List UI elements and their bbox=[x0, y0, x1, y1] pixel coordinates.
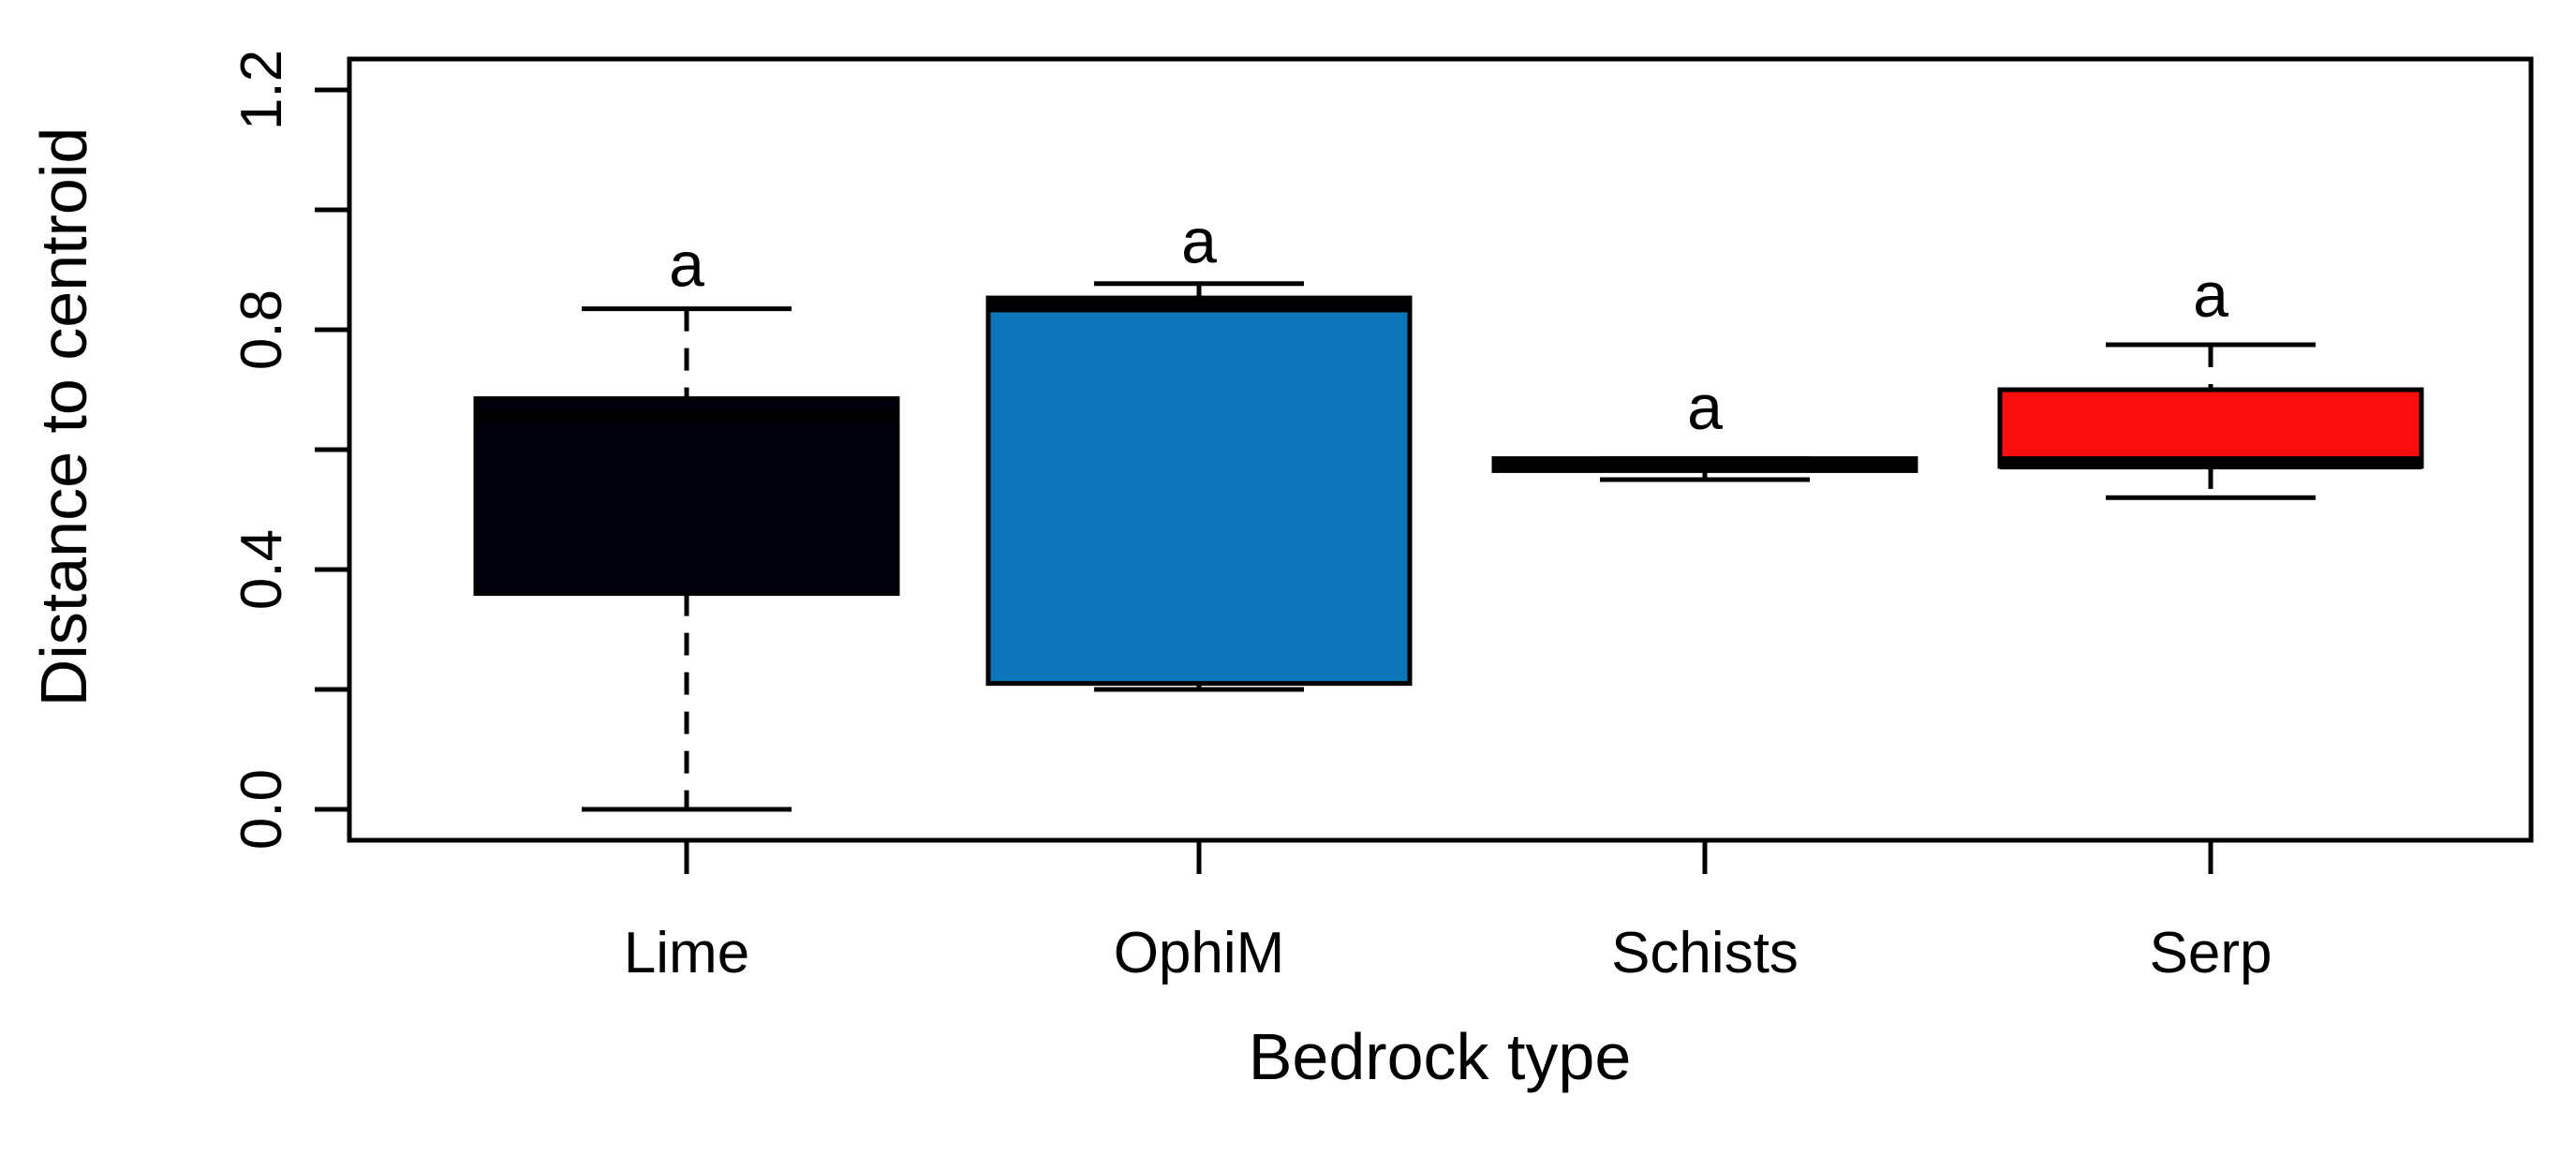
iqr-box bbox=[473, 396, 900, 597]
median-line bbox=[988, 299, 1410, 313]
median-line bbox=[476, 409, 897, 423]
significance-letter: a bbox=[1687, 372, 1723, 443]
category-label: OphiM bbox=[1114, 921, 1285, 985]
category-label: Serp bbox=[2150, 921, 2273, 985]
y-tick-label: 0.0 bbox=[229, 769, 294, 850]
median-line bbox=[1494, 458, 1916, 472]
box-group-lime: a bbox=[473, 229, 900, 812]
median-line bbox=[2000, 456, 2421, 470]
significance-letter: a bbox=[669, 229, 704, 300]
y-tick-label: 0.4 bbox=[229, 529, 294, 610]
y-tick-label: 1.2 bbox=[229, 50, 294, 130]
category-label: Lime bbox=[624, 921, 749, 985]
y-axis-title: Distance to centroid bbox=[27, 127, 100, 707]
box-group-serp: a bbox=[1997, 259, 2424, 500]
x-axis-title: Bedrock type bbox=[1249, 1020, 1632, 1093]
box-group-schists: a bbox=[1491, 372, 1918, 482]
y-tick-label: 0.8 bbox=[229, 289, 294, 370]
significance-letter: a bbox=[1181, 205, 1217, 276]
iqr-box bbox=[985, 295, 1413, 687]
box-group-ophim: a bbox=[985, 205, 1413, 692]
axes-layer: 0.0 0.4 0.8 1.2 Lime OphiM Schists Serp bbox=[229, 50, 2534, 985]
boxes-layer: a a a a bbox=[473, 205, 2424, 812]
significance-letter: a bbox=[2193, 259, 2228, 331]
category-label: Schists bbox=[1611, 921, 1799, 985]
iqr-box bbox=[1997, 387, 2424, 469]
